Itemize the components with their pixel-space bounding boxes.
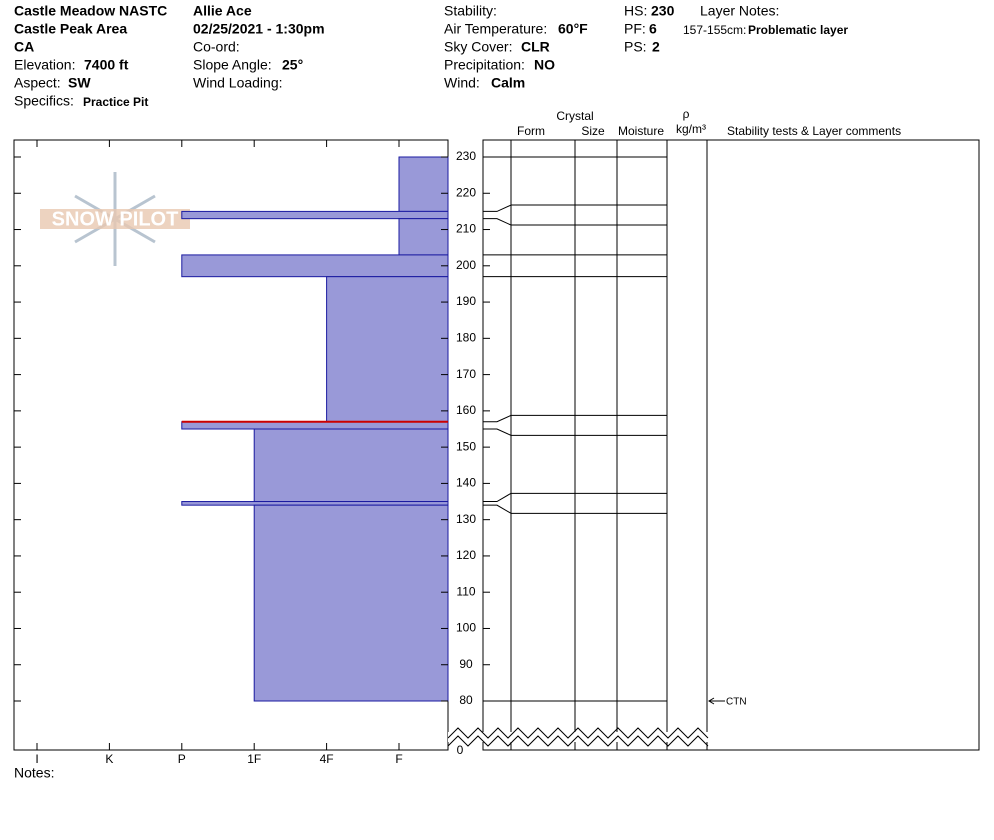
label: Elevation: xyxy=(14,57,75,73)
grid-frame xyxy=(482,139,980,751)
hardness-label: P xyxy=(178,752,186,766)
col-header: ρ xyxy=(683,107,690,121)
col-header: Crystal xyxy=(556,109,593,123)
value: Calm xyxy=(491,75,525,91)
watermark-text: SNOW PILOT xyxy=(52,208,179,230)
label: PF: xyxy=(624,21,646,37)
depth-label: 120 xyxy=(456,548,476,562)
col-header: Form xyxy=(517,124,545,138)
site: Castle Meadow NASTC xyxy=(14,3,167,19)
depth-label: 100 xyxy=(456,621,476,635)
boundary-connector xyxy=(483,218,512,226)
depth-label: 210 xyxy=(456,222,476,236)
value: 25° xyxy=(282,57,303,73)
label: Layer Notes: xyxy=(700,3,779,19)
area: Castle Peak Area xyxy=(14,21,127,37)
col-header: kg/m³ xyxy=(676,122,706,136)
value: 2 xyxy=(652,39,660,55)
layer xyxy=(253,428,449,503)
layer xyxy=(181,501,449,506)
boundary-connector xyxy=(483,428,512,436)
hardness-label: K xyxy=(105,752,113,766)
label: Air Temperature: xyxy=(444,21,547,37)
hardness-label: 1F xyxy=(247,752,261,766)
depth-label: 160 xyxy=(456,403,476,417)
watermark-band xyxy=(40,209,190,229)
depth-label: 190 xyxy=(456,294,476,308)
layer xyxy=(181,254,449,278)
label: Stability: xyxy=(444,3,497,19)
depth-label: 230 xyxy=(456,149,476,163)
break-line xyxy=(447,735,709,747)
depth-label: 110 xyxy=(456,584,475,598)
label: Precipitation: xyxy=(444,57,525,73)
depth-label: 130 xyxy=(456,512,476,526)
test-arrowhead xyxy=(708,697,715,705)
label: Sky Cover: xyxy=(444,39,512,55)
label: Wind: xyxy=(444,75,480,91)
depth-label: 220 xyxy=(456,185,476,199)
label: Wind Loading: xyxy=(193,75,283,91)
value: 230 xyxy=(651,3,675,19)
hardness-label: F xyxy=(395,752,402,766)
value: 7400 ft xyxy=(84,57,129,73)
label: PS: xyxy=(624,39,647,55)
value: NO xyxy=(534,57,555,73)
notes: Notes: xyxy=(14,765,54,781)
depth-label: 180 xyxy=(456,331,476,345)
depth-label: 140 xyxy=(456,476,476,490)
layer xyxy=(398,156,449,212)
boundary-connector xyxy=(483,414,512,423)
label: Slope Angle: xyxy=(193,57,272,73)
depth-label: 170 xyxy=(456,367,476,381)
break-line xyxy=(447,727,709,739)
depth-label: 0 xyxy=(457,743,464,757)
layer xyxy=(253,504,449,702)
value: 60°F xyxy=(558,21,588,37)
layer xyxy=(181,210,449,220)
label: HS: xyxy=(624,3,647,19)
value: CLR xyxy=(521,39,550,55)
boundary-connector xyxy=(483,204,512,212)
break-band xyxy=(448,732,708,742)
test-label: CTN xyxy=(726,697,747,708)
boundary-connector xyxy=(483,504,512,514)
layer xyxy=(181,421,449,430)
datetime: 02/25/2021 - 1:30pm xyxy=(193,21,325,37)
hardness-label: 4F xyxy=(320,752,334,766)
col-header: Stability tests & Layer comments xyxy=(727,124,901,138)
boundary-connector xyxy=(483,492,512,503)
hardness-label: I xyxy=(35,752,38,766)
label: Specifics: xyxy=(14,93,74,109)
col-header: Moisture xyxy=(618,124,664,138)
depth-label: 150 xyxy=(456,439,476,453)
observer: Allie Ace xyxy=(193,3,252,19)
note-range: 157-155cm: xyxy=(683,23,746,37)
note: Problematic layer xyxy=(748,23,848,37)
value: Practice Pit xyxy=(83,95,148,109)
layer xyxy=(326,276,449,423)
layer xyxy=(398,218,449,256)
value: 6 xyxy=(649,21,657,37)
depth-label: 200 xyxy=(456,258,476,272)
value: SW xyxy=(68,75,91,91)
label: Co-ord: xyxy=(193,39,240,55)
state: CA xyxy=(14,39,34,55)
depth-label: 80 xyxy=(459,693,473,707)
label: Aspect: xyxy=(14,75,61,91)
col-header: Size xyxy=(581,124,605,138)
depth-label: 90 xyxy=(459,657,473,671)
